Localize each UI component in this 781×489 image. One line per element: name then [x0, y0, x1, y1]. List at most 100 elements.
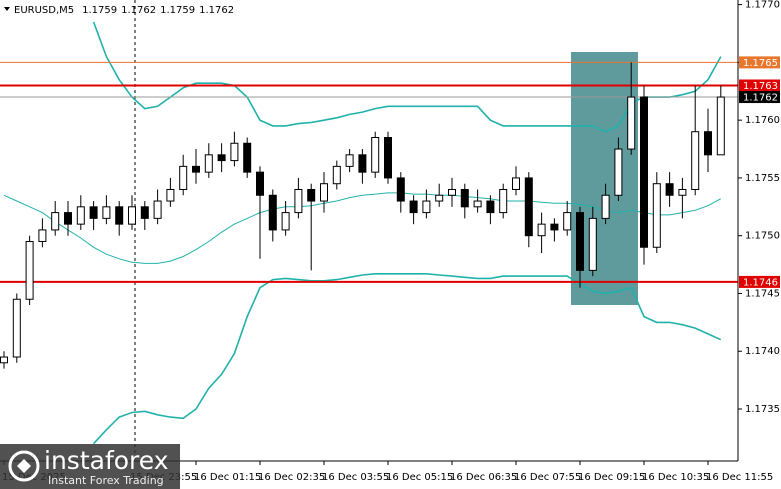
x-tick-label: 16 Dec 11:55	[706, 472, 773, 483]
candle-body	[422, 200, 431, 214]
candle-body	[614, 148, 623, 196]
candle-body	[102, 206, 111, 219]
logo-ring	[8, 450, 40, 482]
candle-body	[345, 154, 354, 167]
y-tick-label: 1.1735	[745, 404, 780, 415]
candle-body	[652, 183, 661, 248]
candle-body	[460, 188, 469, 208]
logo-mark	[17, 459, 31, 473]
candle-body	[563, 212, 572, 231]
x-tick-label: 16 Dec 03:55	[322, 472, 389, 483]
candle-body	[716, 96, 725, 156]
candle-body	[704, 131, 712, 156]
candle-body	[640, 96, 648, 248]
candle-body	[550, 223, 559, 231]
low: 1.1759	[160, 5, 195, 16]
candle-body	[153, 200, 162, 219]
candle-body	[76, 206, 85, 225]
candle-body	[51, 212, 60, 231]
bollinger-lower	[93, 273, 722, 445]
y-tick-label: 1.1745	[745, 288, 780, 299]
price-label-box	[739, 91, 780, 104]
candle-body	[243, 142, 252, 173]
candle-body	[588, 217, 597, 271]
x-tick-label: 16 Dec 01:15	[194, 472, 261, 483]
y-tick-label: 1.1740	[745, 346, 780, 357]
price-label-box	[739, 56, 780, 69]
candle-body	[627, 96, 636, 150]
candle-body	[140, 206, 149, 219]
candle-body	[256, 171, 264, 196]
candle-body	[38, 229, 47, 242]
header-text: EURUSD,M5 1.1759 1.1762 1.1759 1.1762	[14, 5, 234, 16]
candle-body	[601, 194, 610, 219]
high: 1.1762	[121, 5, 156, 16]
candle-body	[409, 200, 418, 214]
candle-body	[217, 154, 226, 162]
candle-body	[576, 212, 584, 271]
plot	[0, 21, 738, 445]
x-tick-label: 16 Dec 06:35	[450, 472, 517, 483]
y-tick-label: 1.1770	[745, 0, 780, 11]
candle-body	[678, 188, 687, 196]
watermark-name: instaforex	[44, 446, 169, 475]
candle-body	[524, 177, 533, 237]
candle-body	[691, 131, 700, 190]
candle-body	[268, 194, 277, 231]
watermark: instaforex Instant Forex Trading	[0, 444, 180, 489]
price-label: 1.1765	[743, 58, 778, 69]
candle-body	[192, 165, 200, 173]
header: EURUSD,M5 1.1759 1.1762 1.1759 1.1762	[4, 5, 234, 16]
candle-body	[332, 165, 341, 185]
price-label-box	[739, 275, 780, 288]
symbol: EURUSD,M5	[14, 5, 74, 16]
candle-body	[294, 188, 303, 214]
candle-body	[448, 188, 456, 196]
candle-body	[473, 200, 482, 208]
candle-body	[371, 136, 380, 173]
x-tick-label: 16 Dec 05:15	[386, 472, 453, 483]
candle-body	[166, 188, 175, 202]
x-tick-label: 16 Dec 09:15	[578, 472, 645, 483]
candle-body	[320, 183, 328, 202]
candle-body	[486, 200, 495, 214]
x-tick-label: 16 Dec 07:55	[514, 472, 581, 483]
candle-body	[307, 188, 316, 202]
candle-body	[204, 154, 213, 173]
y-tick-label: 1.1750	[745, 231, 780, 242]
candle-body	[435, 194, 444, 202]
y-tick-label: 1.1760	[745, 115, 780, 126]
candle-body	[358, 154, 367, 173]
candle-body	[512, 177, 520, 190]
candle-body	[396, 177, 405, 202]
candle-body	[115, 206, 124, 225]
candle-body	[665, 183, 674, 196]
header-arrow	[4, 7, 10, 11]
candle-body	[25, 240, 34, 300]
candle-body	[230, 142, 239, 162]
candle-body	[89, 206, 98, 219]
price-label: 1.1746	[743, 277, 778, 288]
price-label: 1.1762	[743, 93, 778, 104]
price-label: 1.1763	[743, 81, 778, 92]
candle-body	[0, 356, 8, 364]
x-tick-label: 16 Dec 02:35	[258, 472, 325, 483]
candle-body	[281, 212, 290, 231]
candle-body	[179, 165, 188, 190]
candle-body	[64, 212, 72, 225]
bollinger-middle	[3, 192, 722, 264]
x-tick-label: 16 Dec 10:35	[642, 472, 709, 483]
candle-body	[384, 136, 392, 179]
close: 1.1762	[199, 5, 234, 16]
price-label-box	[739, 79, 780, 92]
bollinger-upper	[92, 21, 722, 133]
candle-body	[537, 223, 546, 237]
watermark-tagline: Instant Forex Trading	[48, 474, 164, 487]
candle-body	[12, 298, 21, 358]
y-tick-label: 1.1755	[745, 173, 780, 184]
candle-body	[128, 206, 136, 225]
candle-body	[499, 188, 508, 214]
